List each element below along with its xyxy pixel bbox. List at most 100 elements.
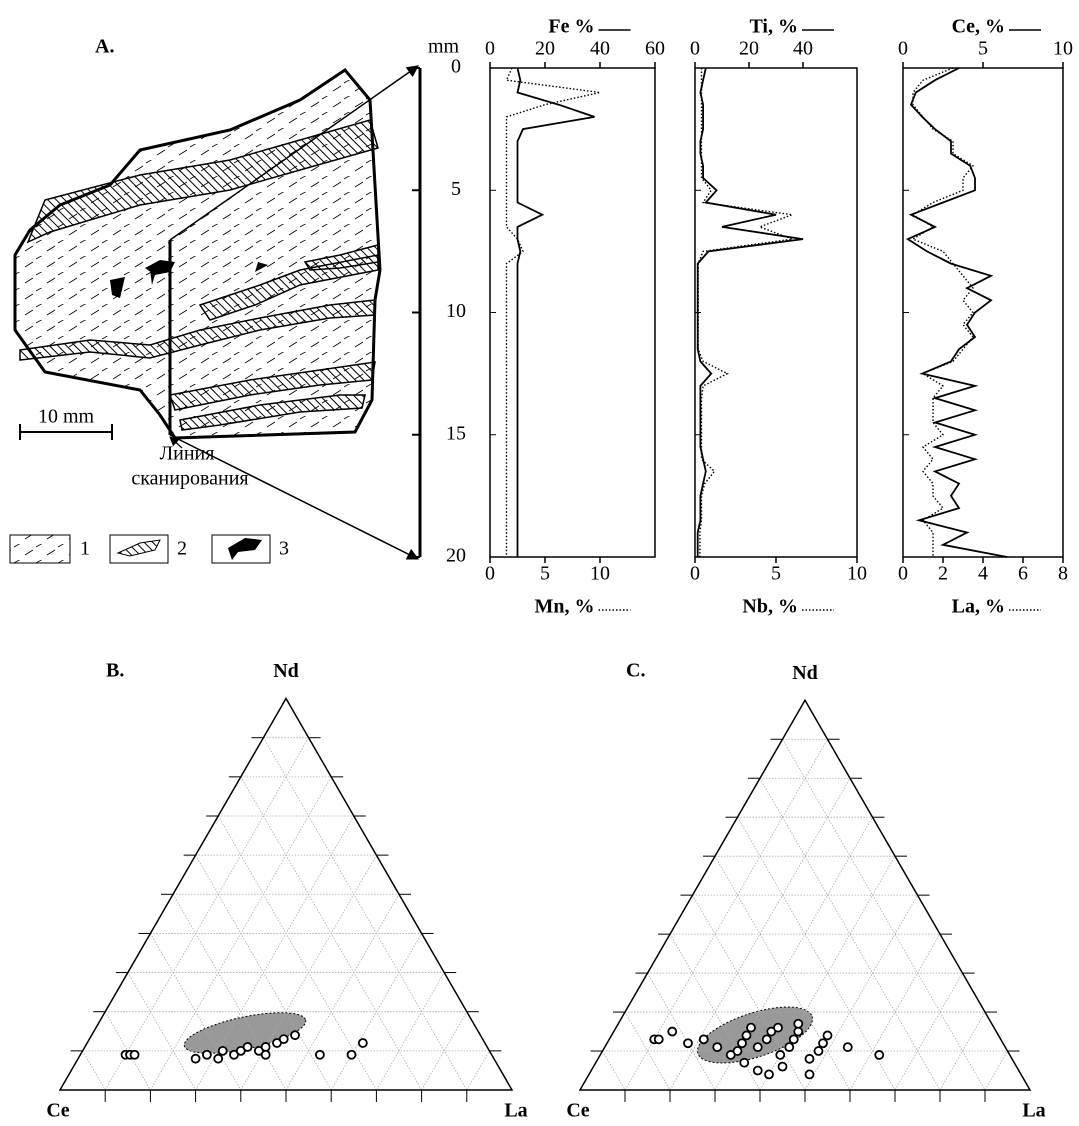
point: [815, 1047, 823, 1055]
profile-line: [698, 68, 792, 557]
axis-label: Nd: [273, 660, 299, 682]
profile-line: [518, 68, 595, 557]
panel-label: B.: [106, 660, 124, 682]
point: [291, 1031, 299, 1039]
axis-label: Ce: [566, 1100, 589, 1122]
y-tick-label: 10: [446, 300, 466, 322]
profile-line: [507, 68, 601, 557]
axis-label: La: [1022, 1100, 1045, 1122]
x-tick-label: 5: [771, 563, 781, 585]
y-tick-label: 15: [446, 422, 466, 444]
plot-frame: [490, 68, 655, 557]
x-tick-label: 4: [978, 563, 988, 585]
axis-title: La, %: [952, 596, 1005, 618]
point: [790, 1035, 798, 1043]
profile-line: [698, 68, 803, 557]
axis-title: Ti, %: [749, 16, 798, 38]
page: A. 10 mm Линия сканирования 1 2 3 mm0510…: [0, 0, 1079, 1126]
point: [738, 1039, 746, 1047]
axis-title: Fe %: [548, 16, 594, 38]
point: [713, 1043, 721, 1051]
point: [747, 1024, 755, 1032]
grid-line: [286, 894, 399, 1090]
axis-label: La: [504, 1100, 527, 1122]
x-tick-label: 20: [535, 38, 555, 60]
point: [779, 1063, 787, 1071]
point: [776, 1051, 784, 1059]
panel-label: A.: [95, 36, 114, 58]
point: [734, 1047, 742, 1055]
x-tick-label: 10: [1053, 38, 1073, 60]
point: [262, 1043, 270, 1051]
grid-line: [173, 894, 286, 1090]
axis-title: Nb, %: [742, 596, 798, 618]
x-tick-label: 0: [898, 38, 908, 60]
point: [214, 1055, 222, 1063]
x-tick-label: 0: [898, 563, 908, 585]
point: [244, 1043, 252, 1051]
grid-line: [128, 973, 196, 1090]
x-tick-label: 2: [938, 563, 948, 585]
profile-line: [913, 68, 973, 557]
point: [765, 1070, 773, 1078]
point: [763, 1035, 771, 1043]
point: [316, 1051, 324, 1059]
legend-label: 2: [177, 538, 187, 560]
axis-label: Ce: [46, 1100, 69, 1122]
point: [794, 1020, 802, 1028]
point: [359, 1039, 367, 1047]
x-tick-label: 5: [978, 38, 988, 60]
x-tick-label: 10: [590, 563, 610, 585]
y-tick-label: 20: [446, 545, 466, 567]
panel-label: C.: [626, 660, 645, 682]
point: [743, 1031, 751, 1039]
point: [219, 1047, 227, 1055]
figure: A. 10 mm Линия сканирования 1 2 3 mm0510…: [0, 0, 1079, 1126]
point: [684, 1039, 692, 1047]
axis-label: Nd: [792, 662, 818, 684]
x-tick-label: 0: [690, 38, 700, 60]
y-tick-label: 5: [451, 178, 461, 200]
axis-title: Ce, %: [952, 16, 1005, 38]
axis-title: Mn, %: [535, 596, 595, 618]
grid-line: [895, 973, 963, 1090]
x-tick-label: 6: [1018, 563, 1028, 585]
grid-line: [376, 973, 444, 1090]
y-tick-label: 0: [451, 56, 461, 78]
point: [131, 1051, 139, 1059]
point: [844, 1043, 852, 1051]
point: [824, 1031, 832, 1039]
grid-line: [603, 1051, 626, 1090]
axis-title: mm: [428, 36, 460, 58]
grid-line: [985, 1051, 1008, 1090]
point: [280, 1035, 288, 1043]
grid-line: [467, 1051, 490, 1090]
scan-line-label: Линия: [160, 443, 215, 465]
point: [192, 1055, 200, 1063]
point: [203, 1051, 211, 1059]
x-tick-label: 0: [485, 38, 495, 60]
plot-frame: [695, 68, 857, 557]
grid-line: [83, 1051, 106, 1090]
x-tick-label: 0: [485, 563, 495, 585]
point: [262, 1051, 270, 1059]
point: [819, 1039, 827, 1047]
x-tick-label: 10: [847, 563, 867, 585]
grid-line: [648, 973, 716, 1090]
point: [700, 1035, 708, 1043]
plot-frame: [903, 68, 1063, 557]
point: [740, 1059, 748, 1067]
x-tick-label: 8: [1058, 563, 1068, 585]
grid-line: [805, 895, 918, 1090]
point: [348, 1051, 356, 1059]
point: [754, 1067, 762, 1075]
x-tick-label: 20: [739, 38, 759, 60]
legend-label: 3: [279, 538, 289, 560]
profile-line: [908, 68, 1007, 557]
point: [774, 1024, 782, 1032]
point: [875, 1051, 883, 1059]
x-tick-label: 0: [690, 563, 700, 585]
legend-label: 1: [80, 538, 90, 560]
point: [806, 1055, 814, 1063]
scale-label: 10 mm: [38, 406, 95, 428]
